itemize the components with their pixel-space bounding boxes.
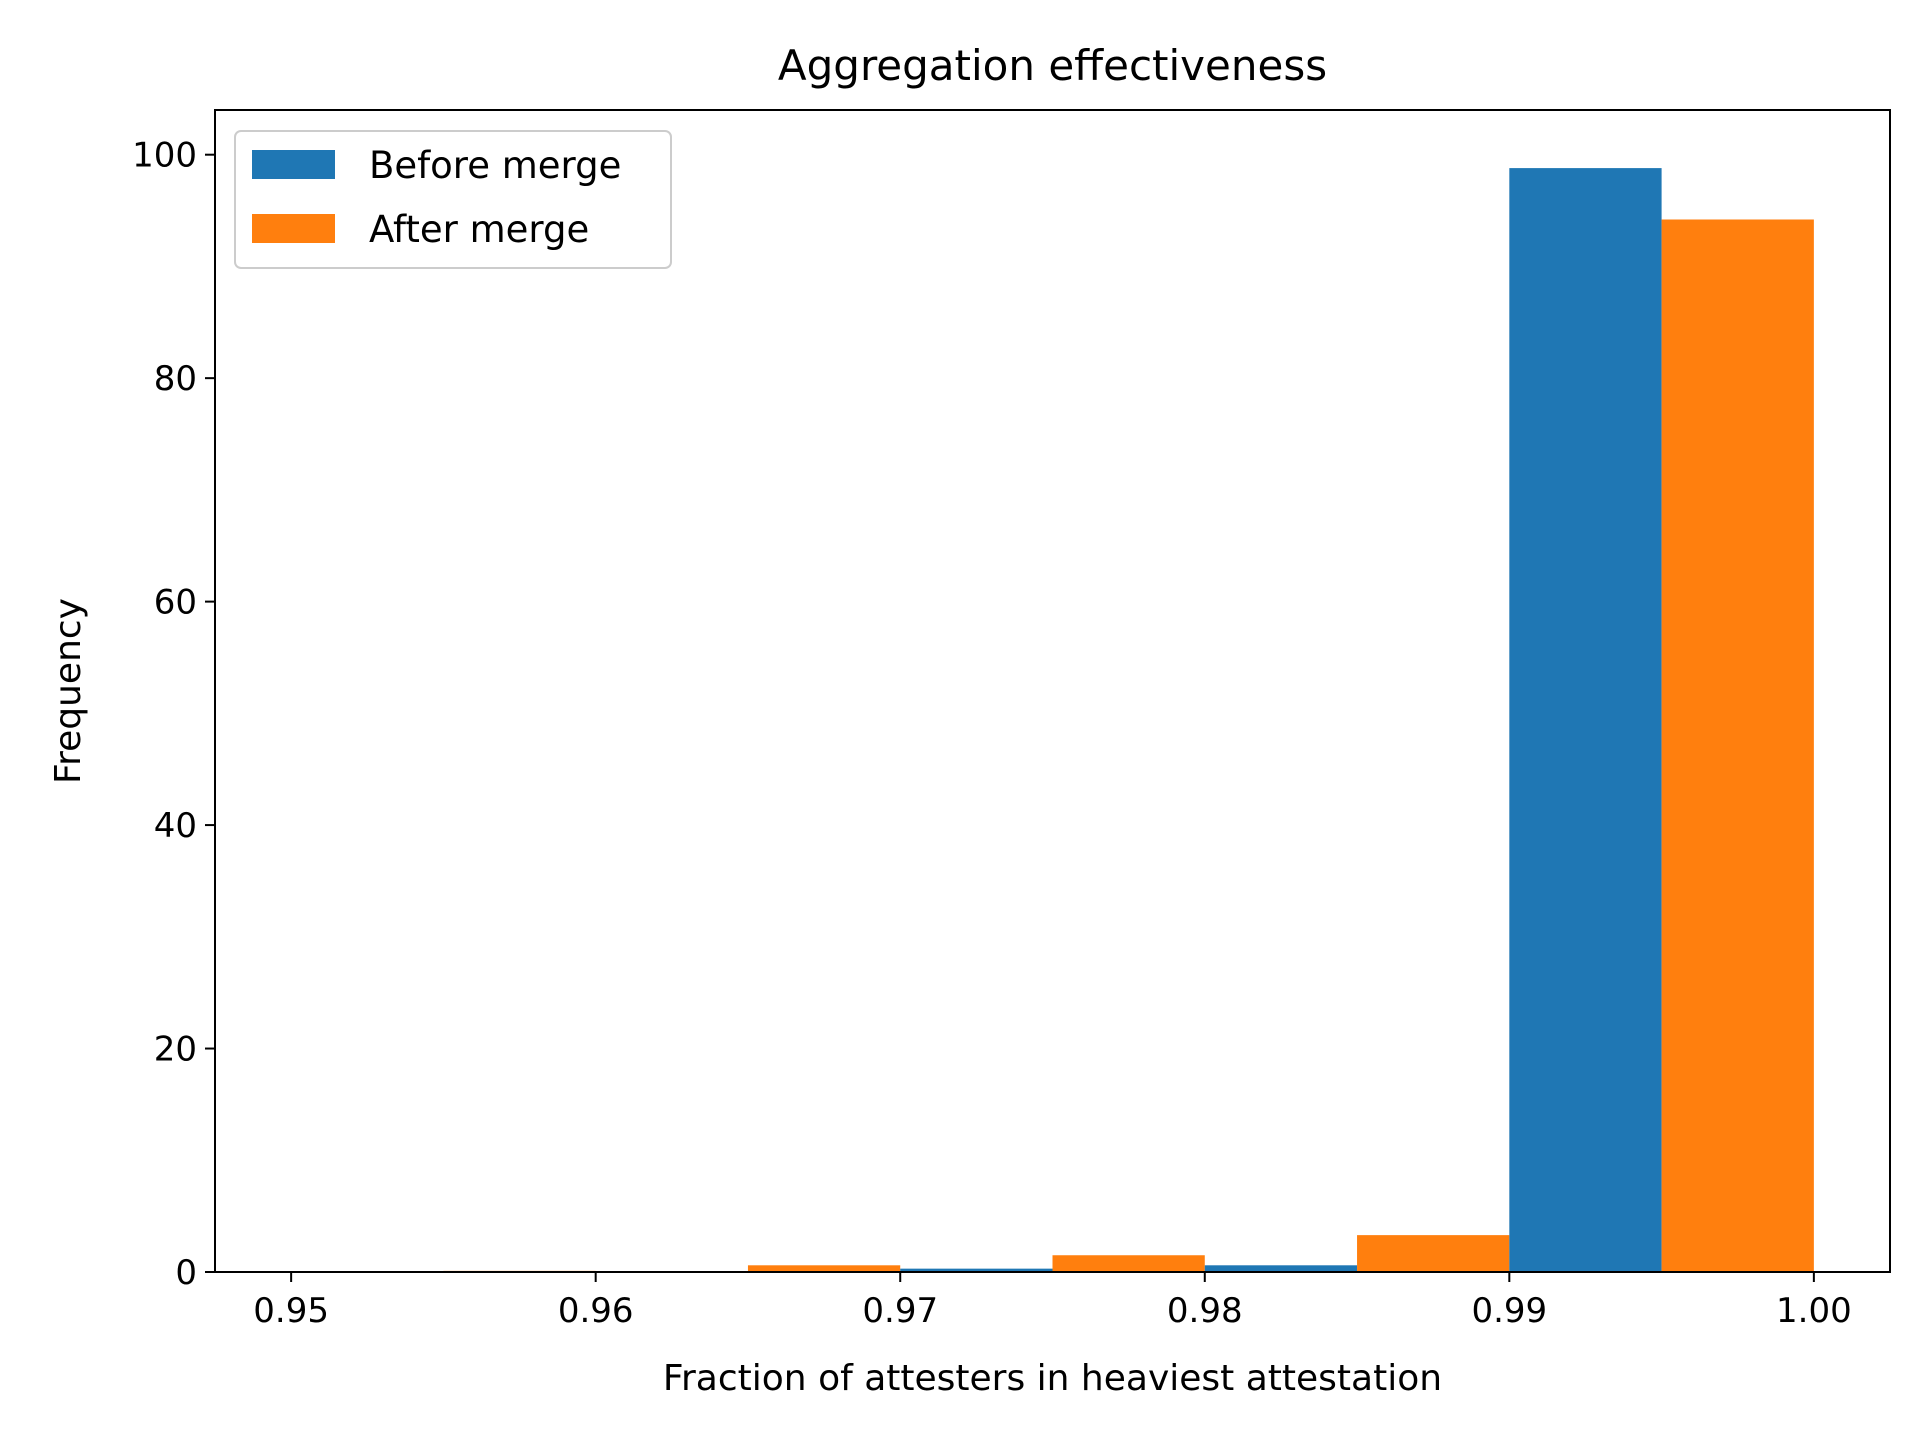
axes-frame (214, 109, 1891, 1273)
legend-box (234, 130, 672, 269)
bar-before-merge-3 (1204, 1265, 1358, 1272)
x-tick-label-2: 0.97 (862, 1291, 938, 1331)
y-axis-ticks: 0 20 40 60 80 100 (132, 136, 215, 1293)
legend-label-after-merge: After merge (369, 208, 589, 251)
bar-after-merge-4 (1661, 219, 1814, 1273)
x-tick-label-4: 0.99 (1471, 1291, 1547, 1331)
y-tick-label-1: 20 (154, 1030, 197, 1070)
bar-before-merge-2 (900, 1268, 1053, 1272)
y-tick-label-3: 60 (154, 583, 197, 623)
legend-swatch-before-merge (252, 150, 335, 179)
legend: Before merge After merge (234, 130, 672, 269)
y-tick-label-0: 0 (175, 1253, 197, 1293)
x-tick-label-1: 0.96 (558, 1291, 634, 1331)
legend-swatch-after-merge (252, 214, 335, 243)
y-tick-label-2: 40 (154, 806, 197, 846)
y-axis-label: Frequency (48, 598, 89, 784)
bar-after-merge-3 (1357, 1235, 1510, 1272)
y-tick-label-5: 100 (132, 136, 197, 176)
y-tick-label-4: 80 (154, 359, 197, 399)
bar-after-merge-1 (747, 1265, 901, 1272)
bar-group (443, 168, 1814, 1273)
bar-before-merge-4 (1509, 168, 1662, 1273)
chart-title: Aggregation effectiveness (778, 41, 1327, 90)
legend-label-before-merge: Before merge (369, 144, 621, 187)
x-axis-label: Fraction of attesters in heaviest attest… (663, 1358, 1442, 1399)
x-axis-ticks: 0.95 0.96 0.97 0.98 0.99 1.00 (253, 1272, 1852, 1331)
x-tick-label-5: 1.00 (1776, 1291, 1852, 1331)
x-tick-label-3: 0.98 (1167, 1291, 1243, 1331)
bar-after-merge-2 (1052, 1255, 1205, 1272)
x-tick-label-0: 0.95 (253, 1291, 329, 1331)
